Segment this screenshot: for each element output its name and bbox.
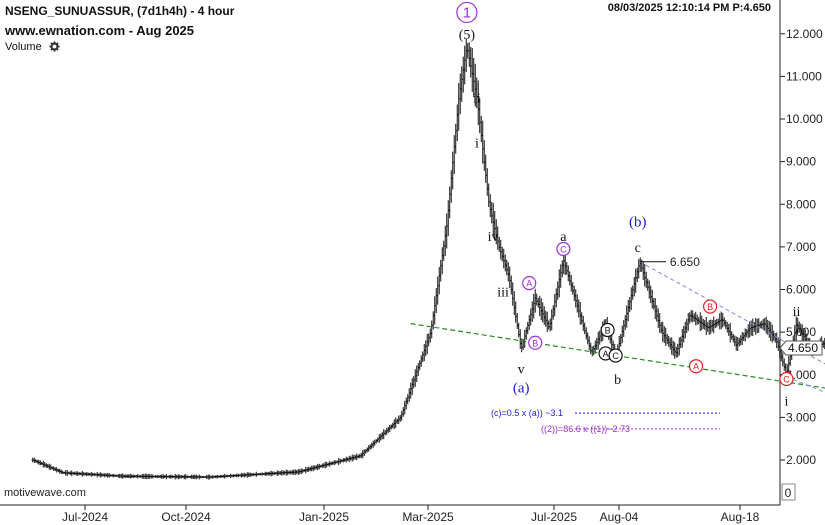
circled-wave-text: A <box>526 279 532 289</box>
wave-label: a <box>560 230 567 245</box>
trend-lines: 6.650 (c)=0.5 x (a)) ~3.1 ((2))=86.6 x ((1… <box>410 255 825 434</box>
current-price-label: 4.650 <box>788 341 818 355</box>
plot-area <box>0 0 780 505</box>
circled-wave-label: C <box>779 371 794 387</box>
circled-wave-label: B <box>528 335 543 350</box>
wave-circle <box>703 299 718 314</box>
wave-label: b <box>614 373 621 388</box>
website-label: www.ewnation.com - Aug 2025 <box>5 23 195 38</box>
y-tick-label: 8.000 <box>786 197 816 211</box>
wave-circle <box>556 241 571 257</box>
wave-circle <box>608 348 623 363</box>
volume-label: Volume <box>5 41 42 53</box>
circled-wave-label: A <box>688 359 704 374</box>
wave-label: v <box>518 362 525 377</box>
y-tick-label: 6.000 <box>786 283 816 297</box>
chart-title: NSENG_SUNUASSUR, (7d1h4h) - 4 hour <box>5 4 235 18</box>
circled-wave-label: B <box>703 299 718 314</box>
level-label: 6.650 <box>670 255 700 269</box>
wave-label: ii <box>793 305 801 320</box>
wave-circle <box>456 1 478 24</box>
target-label: ((2))=86.6 x ((1))~2.73 <box>541 424 630 434</box>
circled-wave-text: C <box>783 375 790 385</box>
circled-wave-label: C <box>556 241 571 257</box>
circled-wave-label: 1 <box>456 1 478 24</box>
circled-wave-text: B <box>532 338 538 348</box>
x-tick-label: Aug-18 <box>721 510 760 524</box>
wave-label: (a) <box>513 381 530 397</box>
volume-zero-label: 0 <box>785 486 792 500</box>
wave-label: (5) <box>459 28 476 43</box>
circled-wave-text: A <box>693 362 699 372</box>
y-tick-label: 12.000 <box>786 27 823 41</box>
y-tick-label: 10.000 <box>786 112 823 126</box>
circled-wave-text: C <box>612 351 619 361</box>
x-tick-label: Jul-2024 <box>62 510 108 524</box>
circled-wave-label: C <box>608 348 623 363</box>
watermark: motivewave.com <box>4 487 86 499</box>
x-axis-ticks: Jul-2024 Oct-2024 Jan-2025 Mar-2025 Jul-2025… <box>62 505 760 524</box>
timestamp-price: 08/03/2025 12:10:14 PM P:4.650 <box>607 2 771 14</box>
circled-wave-text: A <box>603 349 609 359</box>
x-tick-label: Aug-04 <box>600 510 639 524</box>
y-axis-ticks: 2.0003.0004.0005.0006.0007.0008.0009.000… <box>780 27 823 467</box>
current-price-box: 4.650 <box>779 340 823 356</box>
channel-line <box>639 261 825 365</box>
volume-axis-area: 0 <box>781 483 796 501</box>
wave-label: ii <box>473 92 481 107</box>
circled-wave-label: B <box>600 322 615 338</box>
x-tick-label: Jan-2025 <box>299 510 349 524</box>
y-tick-label: 3.000 <box>786 410 816 424</box>
circled-wave-text: 1 <box>463 4 471 21</box>
wave-label: i <box>785 394 789 409</box>
target-label: (c)=0.5 x (a)) ~3.1 <box>491 408 563 418</box>
circled-wave-text: B <box>707 302 713 312</box>
wave-label: i <box>475 136 479 151</box>
x-tick-label: Mar-2025 <box>402 510 454 524</box>
y-tick-label: 2.000 <box>786 453 816 467</box>
wave-circle <box>688 359 704 374</box>
y-tick-label: 9.000 <box>786 155 816 169</box>
wave-label: c <box>635 241 641 256</box>
wave-label: (b) <box>629 214 647 230</box>
circled-wave-label: A <box>522 276 537 291</box>
volume-indicator[interactable]: Volume <box>5 41 60 53</box>
gear-icon[interactable] <box>49 41 60 52</box>
wave-labels: (5)iiiiviiiv(a)a(b)cbiiiiiiivv1ABCABCABC… <box>456 1 801 409</box>
circled-wave-text: C <box>560 245 567 255</box>
y-tick-label: 11.000 <box>786 69 822 83</box>
wave-circle <box>528 335 543 350</box>
wave-circle <box>779 371 794 387</box>
y-tick-label: 4.000 <box>786 368 816 382</box>
wave-circle <box>522 276 537 291</box>
x-tick-label: Jul-2025 <box>531 510 577 524</box>
y-tick-label: 7.000 <box>786 240 816 254</box>
wave-label: iv <box>488 230 499 245</box>
circled-wave-text: B <box>605 325 611 335</box>
wave-label: iii <box>497 286 509 301</box>
wave-circle <box>600 322 615 338</box>
x-tick-label: Oct-2024 <box>161 510 211 524</box>
